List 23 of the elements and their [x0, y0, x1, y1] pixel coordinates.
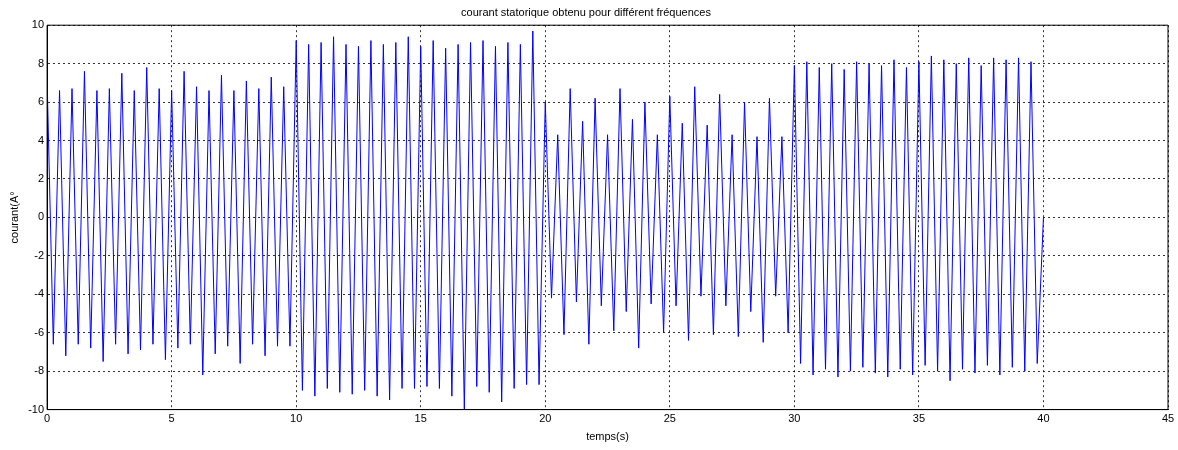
x-tick-label: 35 [912, 412, 926, 425]
x-tick-label: 40 [1037, 412, 1050, 425]
y-tick-label: -10 [28, 402, 45, 415]
y-tick-label: -8 [34, 364, 45, 377]
x-tick-label: 20 [539, 412, 552, 425]
x-tick-label: 30 [788, 412, 801, 425]
chart-title: courant statorique obtenu pour différent fréquences [461, 5, 712, 18]
x-tick-label: 25 [663, 412, 676, 425]
y-tick-label: 2 [37, 171, 45, 184]
y-tick-label: -6 [34, 325, 45, 338]
y-tick-label: 6 [37, 95, 45, 108]
y-tick-label: -2 [34, 248, 45, 261]
y-tick-label: 8 [37, 56, 45, 69]
y-tick-label: 0 [37, 210, 45, 223]
y-tick-label: 10 [31, 18, 45, 31]
x-tick-label: 5 [168, 412, 175, 425]
x-tick-label: 10 [290, 412, 303, 425]
x-tick-label: 45 [1161, 412, 1175, 425]
y-tick-label: -4 [34, 287, 45, 300]
y-tick-label: 4 [37, 133, 45, 146]
x-tick-label: 15 [414, 412, 427, 425]
x-axis-title: temps(s) [586, 430, 629, 443]
y-axis-title: courant(A° [7, 191, 20, 244]
